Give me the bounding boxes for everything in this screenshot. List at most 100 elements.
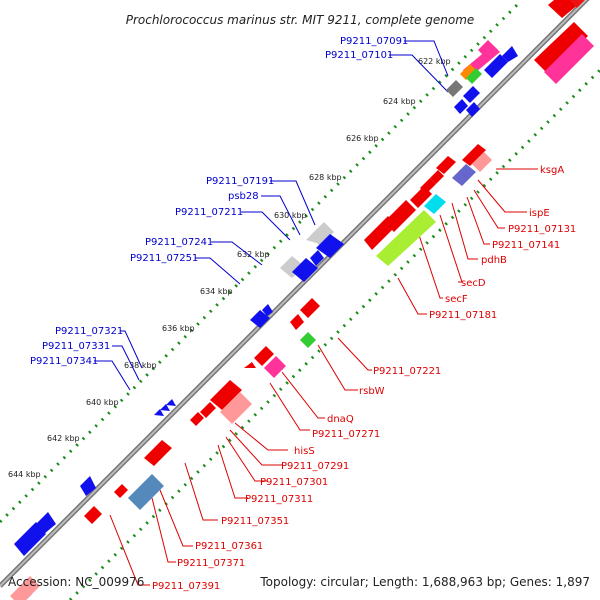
- map-title: Prochlorococcus marinus str. MIT 9211, c…: [126, 13, 475, 27]
- gene-arrow: [250, 310, 270, 328]
- gene-arrow: [310, 250, 324, 266]
- reverse-gene-label[interactable]: P9211_07271: [312, 429, 380, 440]
- gene-arrow: [254, 346, 274, 366]
- topology-text: Topology: circular; Length: 1,688,963 bp…: [259, 575, 590, 589]
- reverse-gene-label[interactable]: P9211_07371: [177, 558, 245, 569]
- outer-tick-track: [0, 0, 522, 524]
- gene-arrow: [290, 314, 304, 330]
- ruler-label: 626 kbp: [346, 134, 379, 143]
- gene-arrow: [160, 404, 170, 411]
- gene-arrow: [548, 0, 580, 18]
- reverse-gene-label[interactable]: P9211_07311: [245, 494, 313, 505]
- gene-block: [424, 194, 446, 214]
- forward-gene-label[interactable]: P9211_07321: [55, 326, 123, 337]
- gene-arrow: [463, 86, 480, 103]
- gene-block: [460, 64, 476, 80]
- forward-gene-label[interactable]: P9211_07251: [130, 253, 198, 264]
- reverse-gene-label[interactable]: pdhB: [481, 255, 507, 266]
- forward-gene-label[interactable]: P9211_07331: [42, 341, 110, 352]
- reverse-gene-label[interactable]: P9211_07301: [260, 477, 328, 488]
- gene-arrow: [454, 99, 468, 114]
- gene-arrow: [430, 170, 444, 184]
- gene-block: [310, 222, 334, 246]
- reverse-gene-label[interactable]: P9211_07131: [508, 224, 576, 235]
- gene-block: [472, 152, 492, 172]
- gene-arrow: [14, 522, 46, 556]
- reverse-genes: [10, 22, 594, 600]
- gene-block: [128, 474, 164, 510]
- gene-arrow: [166, 399, 176, 406]
- gene-arrow: [436, 156, 456, 174]
- gene-block: [264, 356, 286, 378]
- gene-arrow: [36, 512, 56, 534]
- forward-gene-label[interactable]: psb28: [228, 191, 259, 202]
- ruler-label: 644 kbp: [8, 470, 41, 479]
- forward-gene-label[interactable]: P9211_07091: [340, 36, 408, 47]
- gene-block: [280, 256, 304, 278]
- ruler-label: 640 kbp: [86, 398, 119, 407]
- gene-arrow: [410, 186, 432, 208]
- gene-arrow: [462, 144, 486, 166]
- gene-arrow: [84, 506, 102, 524]
- ruler-label: 636 kbp: [162, 324, 195, 333]
- reverse-gene-label[interactable]: rsbW: [359, 386, 385, 397]
- gene-arrow: [190, 412, 204, 426]
- gene-arrow: [300, 298, 320, 318]
- ruler-label: 632 kbp: [237, 250, 270, 259]
- gene-arrow: [466, 102, 480, 117]
- gene-arrow: [154, 409, 164, 416]
- ruler-label: 634 kbp: [200, 287, 233, 296]
- inner-tick-track: [68, 68, 600, 600]
- gene-block: [376, 210, 436, 266]
- reverse-gene-label[interactable]: secD: [461, 278, 486, 289]
- forward-genes: [14, 0, 588, 600]
- forward-gene-label[interactable]: P9211_07341: [30, 356, 98, 367]
- forward-gene-label[interactable]: P9211_07191: [206, 176, 274, 187]
- gene-arrow: [210, 380, 242, 410]
- gene-arrow: [534, 22, 588, 74]
- gene-arrow: [484, 54, 508, 78]
- ruler-label: 642 kbp: [47, 434, 80, 443]
- forward-labels: P9211_07091 P9211_07101 P9211_07191 psb2…: [30, 36, 408, 367]
- gene-block: [466, 68, 482, 84]
- reverse-connectors: [109, 168, 538, 586]
- reverse-gene-label[interactable]: P9211_07181: [429, 310, 497, 321]
- forward-gene-label[interactable]: P9211_07241: [145, 237, 213, 248]
- reverse-gene-label[interactable]: P9211_07291: [281, 461, 349, 472]
- reverse-labels: ksgA ispE P9211_07131 P9211_07141 pdhB s…: [152, 165, 576, 592]
- ruler-label: 622 kbp: [418, 57, 451, 66]
- reverse-gene-label[interactable]: P9211_07351: [221, 516, 289, 527]
- gene-arrow: [80, 476, 96, 496]
- gene-arrow: [364, 216, 396, 250]
- reverse-gene-label[interactable]: ispE: [529, 208, 550, 219]
- gene-block: [452, 164, 476, 186]
- gene-block: [220, 392, 252, 424]
- reverse-gene-label[interactable]: hisS: [294, 446, 315, 457]
- forward-gene-label[interactable]: P9211_07211: [175, 207, 243, 218]
- gene-arrow: [502, 46, 518, 62]
- gene-arrow: [244, 362, 256, 368]
- accession-text: Accession: NC_009976: [8, 575, 144, 589]
- gene-arrow: [292, 258, 318, 282]
- forward-connectors: [94, 40, 449, 391]
- reverse-gene-label[interactable]: P9211_07221: [373, 366, 441, 377]
- gene-arrow: [144, 440, 172, 466]
- gene-arrow: [316, 234, 344, 258]
- reverse-gene-label[interactable]: secF: [445, 294, 468, 305]
- gene-arrow: [200, 402, 216, 418]
- forward-gene-label[interactable]: P9211_07101: [325, 50, 393, 61]
- reverse-gene-label[interactable]: dnaQ: [327, 414, 354, 425]
- reverse-gene-label[interactable]: P9211_07141: [492, 240, 560, 251]
- reverse-gene-label[interactable]: ksgA: [540, 165, 564, 176]
- ruler-label: 624 kbp: [383, 97, 416, 106]
- reverse-gene-label[interactable]: P9211_07361: [195, 541, 263, 552]
- reverse-gene-label[interactable]: P9211_07391: [152, 581, 220, 592]
- gene-arrow: [114, 484, 128, 498]
- gene-block: [544, 34, 594, 84]
- gene-block: [446, 80, 463, 97]
- gene-block: [10, 576, 40, 600]
- gene-block: [566, 0, 588, 8]
- gene-arrow: [262, 304, 273, 316]
